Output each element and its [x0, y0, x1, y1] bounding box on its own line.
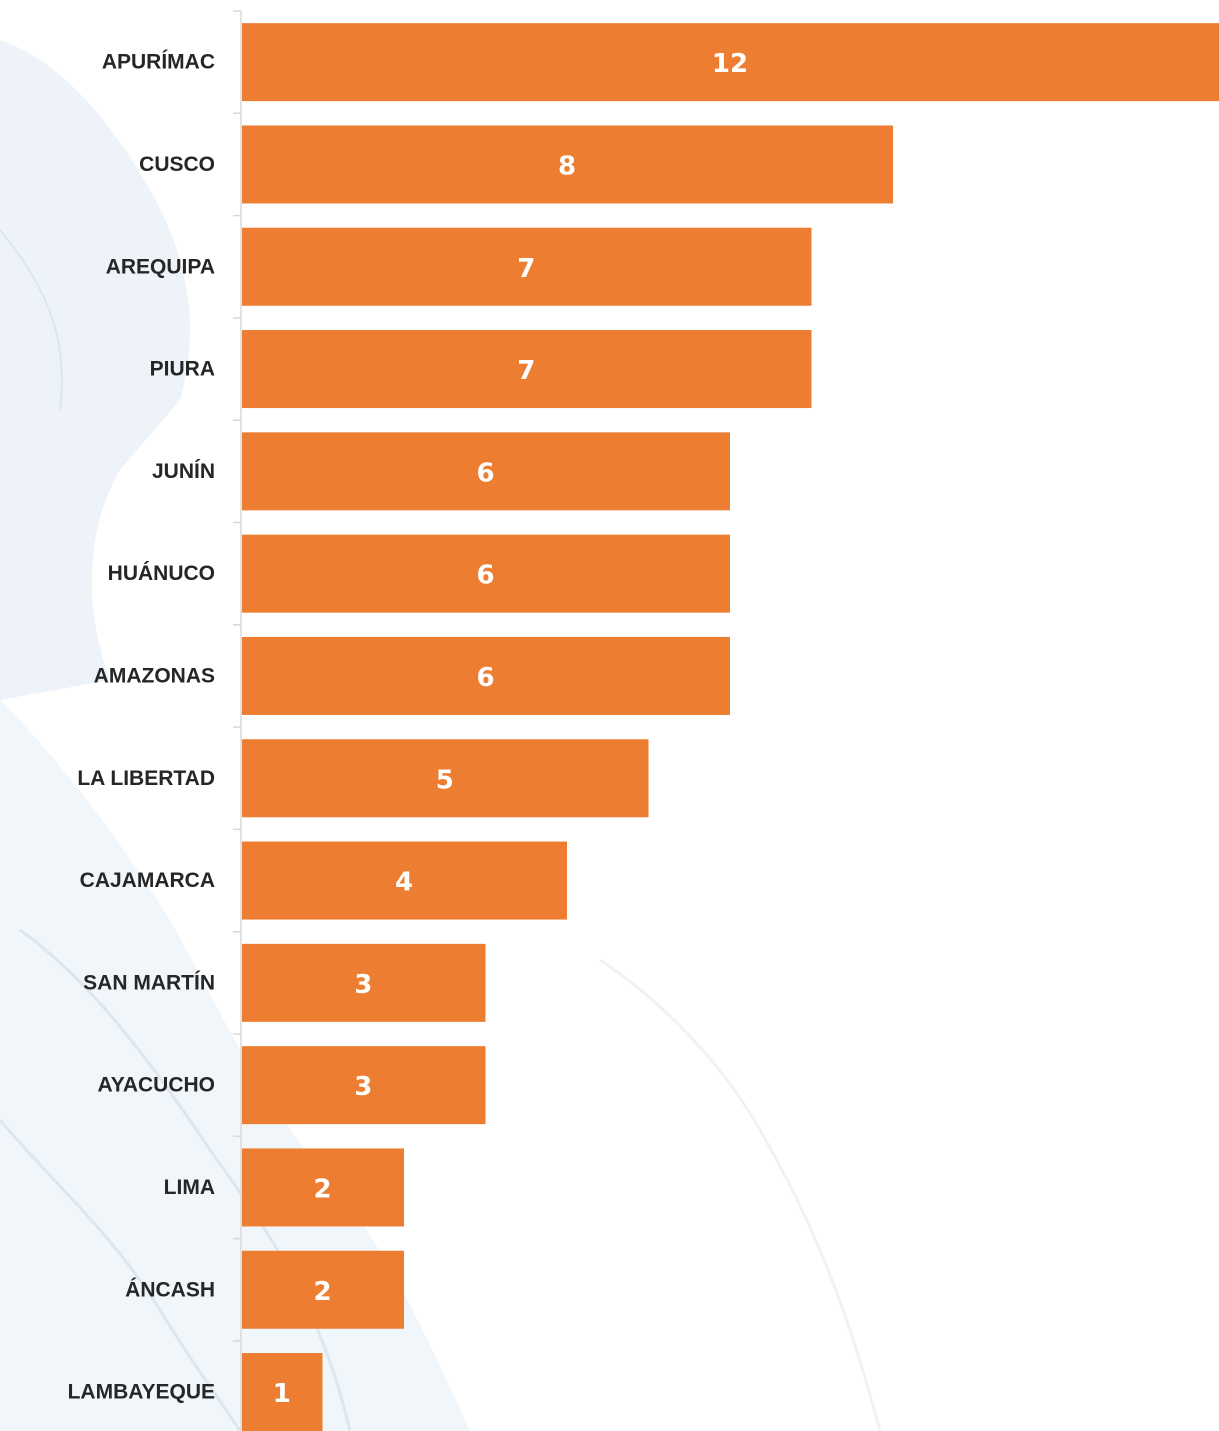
- bar: [242, 1148, 404, 1227]
- data-label: 6: [476, 458, 494, 488]
- bar: [242, 227, 812, 306]
- bar: [242, 636, 730, 715]
- data-labels: 12 8 7 7 6 6 6 5 4 3 3 2 2 1: [273, 49, 748, 1409]
- bar: [242, 1353, 323, 1431]
- bar: [242, 841, 567, 920]
- category-label: LIMA: [164, 1176, 215, 1199]
- bar: [242, 125, 893, 204]
- data-label: 8: [558, 151, 576, 181]
- category-label: AYACUCHO: [98, 1074, 215, 1097]
- data-label: 3: [354, 970, 372, 1000]
- data-label: 5: [436, 765, 454, 795]
- category-labels: APURÍMAC CUSCO AREQUIPA PIURA JUNÍN HUÁNUCO AM…: [68, 51, 215, 1404]
- category-label: PIURA: [150, 358, 215, 381]
- data-label: 1: [273, 1379, 291, 1409]
- category-label: LAMBAYEQUE: [68, 1381, 215, 1404]
- data-label: 2: [313, 1277, 331, 1307]
- bar: [242, 1046, 486, 1125]
- bar: [242, 330, 812, 409]
- category-label: AMAZONAS: [94, 664, 215, 687]
- category-label: SAN MARTÍN: [83, 971, 215, 994]
- data-label: 7: [517, 356, 535, 386]
- category-label: JUNÍN: [152, 460, 215, 483]
- category-label: CAJAMARCA: [80, 869, 215, 892]
- bar-series: [242, 23, 1219, 1431]
- data-label: 6: [476, 561, 494, 591]
- bar: [242, 432, 730, 511]
- bar: [242, 943, 486, 1022]
- category-label: AREQUIPA: [106, 255, 215, 278]
- category-axis: [233, 10, 242, 1431]
- bar: [242, 739, 649, 818]
- category-label: APURÍMAC: [102, 51, 215, 74]
- data-label: 3: [354, 1072, 372, 1102]
- data-label: 12: [712, 49, 748, 79]
- data-label: 6: [476, 663, 494, 693]
- data-label: 4: [395, 868, 413, 898]
- data-label: 7: [517, 254, 535, 284]
- bar: [242, 534, 730, 613]
- bar: [242, 23, 1219, 102]
- category-label: ÁNCASH: [125, 1278, 215, 1301]
- category-label: HUÁNUCO: [108, 562, 215, 585]
- category-label: LA LIBERTAD: [77, 767, 215, 790]
- category-label: CUSCO: [139, 153, 215, 176]
- bar: [242, 1250, 404, 1329]
- data-label: 2: [313, 1174, 331, 1204]
